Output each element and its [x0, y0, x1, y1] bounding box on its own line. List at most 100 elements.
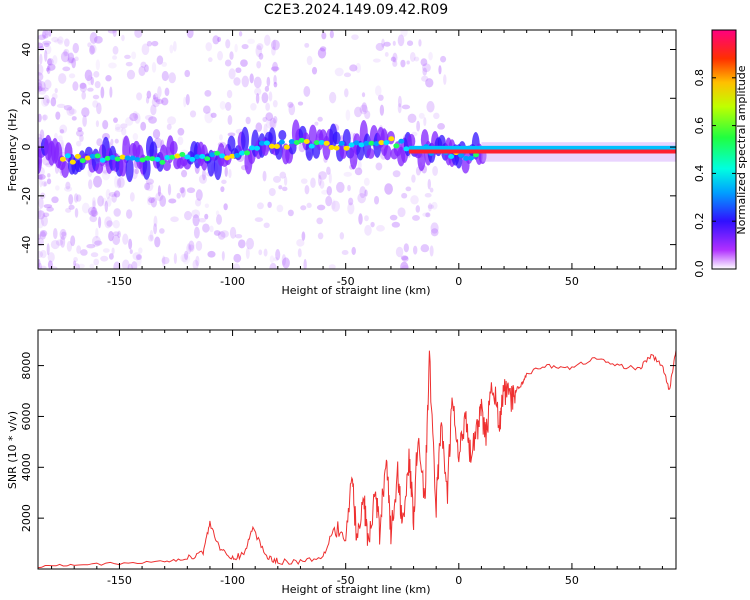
spectral-band [142, 156, 151, 180]
spectral-noise [56, 103, 66, 109]
spectral-noise [186, 187, 196, 194]
spectral-noise [38, 72, 44, 82]
spectral-core [184, 154, 191, 160]
spectral-noise [113, 208, 121, 217]
spectral-noise [87, 87, 94, 92]
spectral-core [134, 157, 141, 163]
snr-x-tick: -100 [220, 574, 245, 587]
spectral-noise [351, 34, 359, 41]
spectral-noise [422, 63, 431, 73]
snr-xlabel: Height of straight line (km) [281, 583, 430, 596]
spectral-noise [145, 96, 150, 104]
spectral-noise [240, 59, 248, 67]
spectral-noise [148, 234, 154, 242]
spectral-noise [328, 172, 332, 184]
snr-ticks: -150 -100 -50 0 50 2000 4000 6000 8000 [20, 330, 676, 587]
spectral-noise [204, 111, 214, 124]
spectral-noise [349, 64, 358, 72]
spectral-noise [107, 30, 117, 34]
spectral-noise [301, 231, 306, 241]
colorbar-tick-label: 0.6 [693, 117, 706, 135]
spectral-noise [38, 207, 42, 218]
spectral-noise [219, 100, 226, 110]
spectral-core [308, 143, 315, 149]
spectral-core [174, 153, 181, 159]
spectral-noise [261, 92, 269, 104]
spectral-noise [421, 75, 429, 82]
spectral-noise [306, 55, 313, 66]
spectral-noise [159, 195, 167, 207]
spectral-noise [47, 63, 56, 71]
spectral-noise [100, 86, 105, 99]
spectral-noise [217, 231, 226, 240]
spectral-noise [269, 262, 277, 269]
spectral-noise [397, 207, 406, 218]
spectral-band [227, 135, 236, 152]
spectral-noise [47, 252, 55, 263]
spectrogram-panel: -150 -100 -50 0 50 -40 -20 0 20 40 Height of stra… [6, 29, 677, 297]
spectral-noise [316, 204, 326, 211]
spectral-noise [42, 212, 50, 218]
spectral-noise [425, 212, 431, 218]
spectral-noise [166, 123, 172, 131]
spectral-noise [224, 166, 228, 177]
spectral-noise [63, 104, 73, 111]
spectral-noise [68, 194, 74, 205]
colorbar-tick-label: 0.8 [693, 69, 706, 87]
spectral-noise [96, 102, 102, 115]
spectral-noise [272, 100, 278, 108]
spectral-noise [46, 206, 54, 212]
spectral-noise [41, 97, 49, 107]
spectral-noise [39, 176, 43, 188]
spectral-noise [73, 193, 79, 203]
spectral-noise [249, 73, 254, 84]
spectral-noise [54, 87, 58, 94]
spectral-noise [61, 231, 67, 237]
spectral-noise [129, 113, 139, 122]
spectral-noise [297, 248, 302, 258]
spectral-noise [75, 194, 82, 202]
spectral-core [318, 139, 325, 145]
spectral-noise [42, 31, 47, 39]
spectral-noise [59, 129, 65, 134]
spectral-noise [155, 98, 164, 105]
spectral-noise [102, 248, 110, 253]
spectral-noise [150, 197, 157, 208]
spectral-noise [152, 94, 156, 100]
spectral-noise [38, 113, 42, 123]
spectral-noise [51, 36, 59, 43]
spectral-noise [38, 210, 45, 220]
spectral-noise [343, 171, 352, 177]
spectral-noise [81, 91, 86, 100]
spectral-noise [204, 203, 210, 209]
spectral-core [109, 154, 116, 160]
spectral-noise [38, 79, 42, 90]
spectral-noise [273, 116, 278, 124]
spectral-noise [141, 43, 150, 56]
colorbar: 0.0 0.2 0.4 0.6 0.8 Normalized spectral ampl… [693, 29, 748, 278]
spectral-core [244, 150, 251, 156]
spectral-noise [180, 186, 186, 198]
spectral-noise [168, 72, 176, 84]
spectral-noise [410, 195, 419, 205]
spectral-noise [77, 263, 85, 269]
spectral-noise [173, 252, 177, 265]
spectral-noise [198, 174, 208, 184]
spectral-noise [207, 250, 216, 258]
spectral-noise [406, 60, 410, 65]
spectral-noise [43, 204, 53, 209]
spectral-noise [46, 65, 51, 75]
spectral-noise [108, 192, 117, 197]
spectral-noise [281, 186, 288, 192]
spectral-noise [433, 112, 440, 120]
spectral-core [448, 154, 455, 160]
spectral-noise [325, 195, 333, 207]
spectral-band [342, 128, 351, 148]
spectral-noise [411, 174, 416, 183]
spectral-noise [39, 129, 45, 140]
spectral-noise [153, 215, 158, 227]
spectral-noise [108, 231, 114, 242]
spectral-noise [101, 119, 109, 130]
spectral-noise [129, 249, 133, 254]
spectral-noise [202, 223, 210, 233]
